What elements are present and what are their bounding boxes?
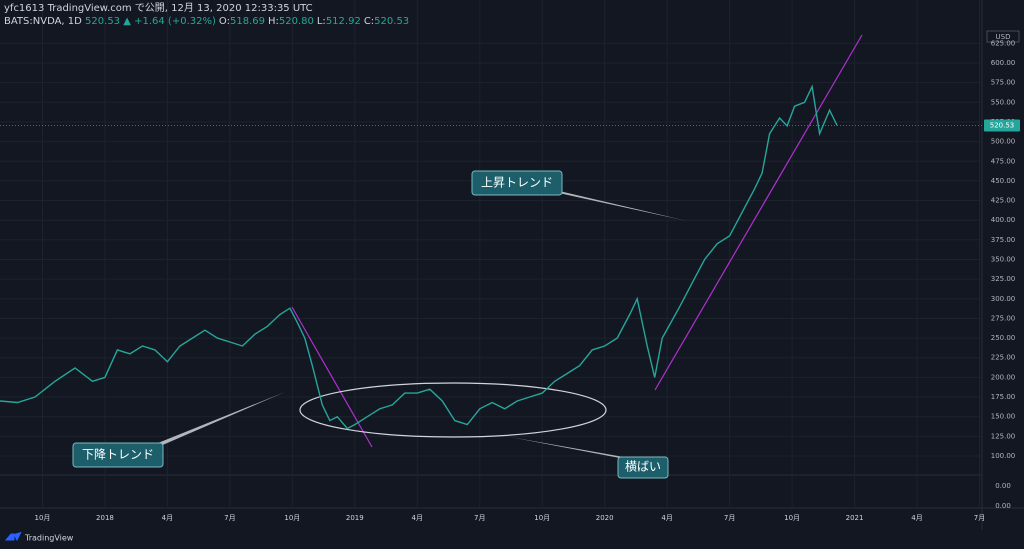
price: 520.53 — [85, 16, 120, 27]
y-tick-label: 350.00 — [991, 256, 1016, 264]
x-tick-label: 4月 — [162, 514, 173, 522]
y-tick-label: 550.00 — [991, 98, 1016, 106]
y-tick-label: 275.00 — [991, 314, 1016, 322]
callout-box — [72, 442, 164, 468]
ohlc-value: 520.53 — [374, 16, 409, 27]
y-tick-label: 150.00 — [991, 413, 1016, 421]
change: ▲ +1.64 (+0.32%) — [123, 16, 216, 27]
y-tick-label: 600.00 — [991, 59, 1016, 67]
price-line — [0, 84, 838, 430]
last-price-box — [984, 119, 1020, 132]
annotation: 下降トレンド — [82, 448, 154, 462]
x-tick-label: 10月 — [534, 514, 550, 522]
x-tick-label: 4月 — [911, 514, 922, 522]
x-tick-label: 7月 — [474, 514, 485, 522]
callout-box — [617, 456, 669, 479]
logo-text: TradingView — [24, 534, 74, 543]
logo-icon — [4, 531, 22, 542]
ohlc-label: C: — [364, 16, 374, 27]
range-ellipse — [299, 382, 607, 438]
header-line: yfc1613 TradingView.com で公開, 12月 13, 202… — [4, 2, 313, 14]
y-tick-label: 225.00 — [991, 354, 1016, 362]
x-tick-label: 7月 — [724, 514, 735, 522]
x-tick-label: 2020 — [596, 514, 614, 522]
y-tick-label: 625.00 — [991, 39, 1016, 47]
x-tick-label: 4月 — [412, 514, 423, 522]
annotation: 横ばい — [625, 460, 661, 474]
y-tick-label: 250.00 — [991, 334, 1016, 342]
x-tick-label: 2018 — [96, 514, 114, 522]
y-tick-label: 575.00 — [991, 79, 1016, 87]
y-tick-label: 425.00 — [991, 197, 1016, 205]
ohlc-label: H: — [268, 16, 279, 27]
pane-label: 0.00 — [995, 502, 1011, 510]
down-trend-line — [291, 306, 373, 448]
callout-pointer — [148, 392, 285, 447]
plot — [0, 84, 982, 430]
callout-pointer — [510, 437, 635, 459]
y-tick-label: 300.00 — [991, 295, 1016, 303]
x-tick-label: 10月 — [784, 514, 800, 522]
header-quote: BATS:NVDA, 1D 520.53 ▲ +1.64 (+0.32%) O:5… — [4, 16, 409, 27]
ohlc-value: 520.80 — [279, 16, 314, 27]
y-tick-label: 200.00 — [991, 373, 1016, 381]
up-trend-line — [654, 34, 863, 391]
x-tick-label: 7月 — [974, 514, 985, 522]
x-tick-label: 10月 — [35, 514, 51, 522]
ohlc-value: 518.69 — [230, 16, 265, 27]
y-tick-label: 450.00 — [991, 177, 1016, 185]
currency: USD — [996, 33, 1011, 41]
callout-pointer — [545, 190, 687, 221]
y-tick-label: 400.00 — [991, 216, 1016, 224]
y-tick-label: 375.00 — [991, 236, 1016, 244]
y-tick-label: 325.00 — [991, 275, 1016, 283]
ohlc-label: L: — [317, 16, 326, 27]
ohlc-label: O: — [219, 16, 230, 27]
x-tick-label: 4月 — [661, 514, 672, 522]
x-tick-label: 2019 — [346, 514, 364, 522]
x-tick-label: 2021 — [846, 514, 864, 522]
currency-box — [986, 30, 1020, 43]
pane-label: 0.00 — [995, 482, 1011, 490]
annotation: 上昇トレンド — [481, 176, 553, 190]
callout-box — [471, 170, 563, 196]
y-tick-label: 475.00 — [991, 157, 1016, 165]
y-tick-label: 100.00 — [991, 452, 1016, 460]
x-tick-label: 7月 — [224, 514, 235, 522]
y-tick-label: 175.00 — [991, 393, 1016, 401]
y-tick-label: 500.00 — [991, 138, 1016, 146]
symbol: BATS:NVDA, 1D — [4, 16, 82, 27]
y-tick-label: 125.00 — [991, 432, 1016, 440]
x-tick-label: 10月 — [284, 514, 300, 522]
ohlc-value: 512.92 — [326, 16, 361, 27]
last-price-label: 520.53 — [990, 121, 1015, 129]
